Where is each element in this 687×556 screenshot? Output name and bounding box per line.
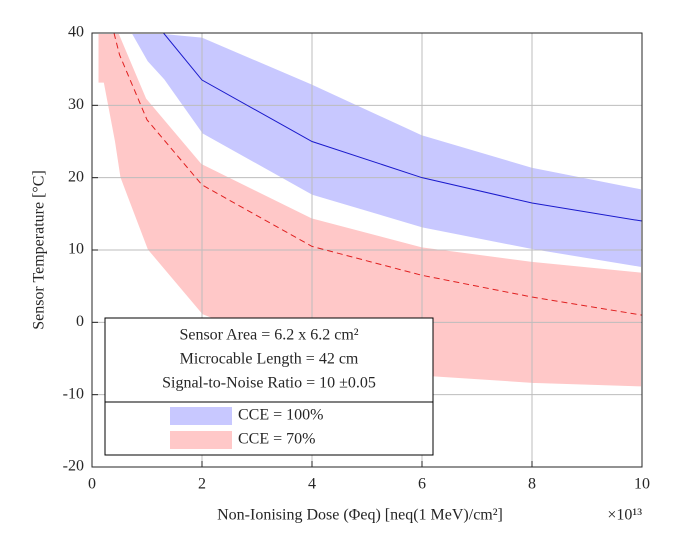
x-multiplier: ×10¹³ [607,507,642,524]
annotation: Microcable Length = 42 cm [180,351,359,368]
x-tick-label: 8 [528,476,536,493]
y-tick-label: -20 [63,458,84,475]
legend-label: CCE = 70% [238,431,315,448]
x-tick-label: 0 [88,476,96,493]
annotation: Sensor Area = 6.2 x 6.2 cm² [179,327,358,344]
legend-swatch [170,431,232,449]
y-tick-label: 20 [68,168,84,185]
x-tick-label: 2 [198,476,206,493]
band [96,33,642,389]
plot-area [96,33,642,389]
lines [113,33,642,316]
legend-box [104,317,434,456]
y-tick-label: 10 [68,241,84,258]
x-axis-label: Non-Ionising Dose (Φeq) [neq(1 MeV)/cm²] [217,507,503,524]
legend-swatch [170,407,232,425]
x-tick-label: 10 [634,476,650,493]
legend: Sensor Area = 6.2 x 6.2 cm² Microcable Le… [104,317,434,456]
annotation: Signal-to-Noise Ratio = 10 ±0.05 [162,375,376,392]
y-tick-label: 0 [76,313,84,330]
line [163,33,642,222]
y-tick-label: -10 [63,385,84,402]
legend-label: CCE = 100% [238,407,323,424]
y-tick-label: 40 [68,24,84,41]
y-tick-label: 30 [68,96,84,113]
plot-frame [91,32,643,468]
line [113,33,642,316]
band [129,33,642,270]
y-axis-label: Sensor Temperature [°C] [31,170,48,330]
x-tick-label: 4 [308,476,316,493]
x-tick-label: 6 [418,476,426,493]
